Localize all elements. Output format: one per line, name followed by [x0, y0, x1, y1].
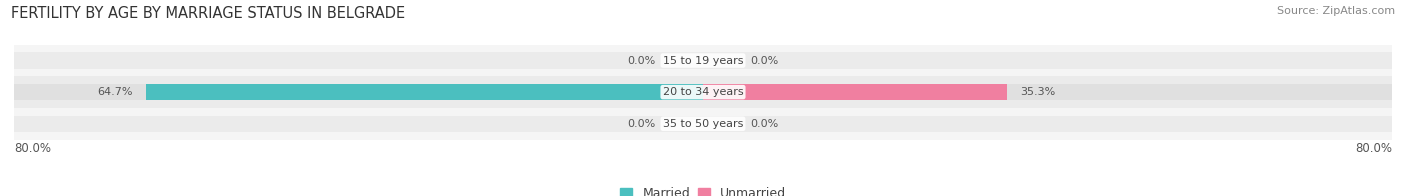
Bar — [14, 52, 1392, 69]
Text: 35.3%: 35.3% — [1019, 87, 1054, 97]
Text: 0.0%: 0.0% — [627, 55, 655, 65]
Text: 15 to 19 years: 15 to 19 years — [662, 55, 744, 65]
Bar — [703, 84, 1007, 100]
Text: FERTILITY BY AGE BY MARRIAGE STATUS IN BELGRADE: FERTILITY BY AGE BY MARRIAGE STATUS IN B… — [11, 6, 405, 21]
Bar — [14, 108, 1392, 140]
Text: 80.0%: 80.0% — [1355, 142, 1392, 155]
Bar — [14, 45, 1392, 76]
Text: 20 to 34 years: 20 to 34 years — [662, 87, 744, 97]
Text: 0.0%: 0.0% — [751, 119, 779, 129]
Bar — [14, 76, 1392, 108]
Text: 0.0%: 0.0% — [627, 119, 655, 129]
Text: 64.7%: 64.7% — [97, 87, 134, 97]
Bar — [14, 84, 1392, 100]
Legend: Married, Unmarried: Married, Unmarried — [614, 182, 792, 196]
Text: 35 to 50 years: 35 to 50 years — [662, 119, 744, 129]
Text: 80.0%: 80.0% — [14, 142, 51, 155]
Bar — [14, 115, 1392, 132]
Text: 0.0%: 0.0% — [751, 55, 779, 65]
Text: Source: ZipAtlas.com: Source: ZipAtlas.com — [1277, 6, 1395, 16]
Bar — [146, 84, 703, 100]
